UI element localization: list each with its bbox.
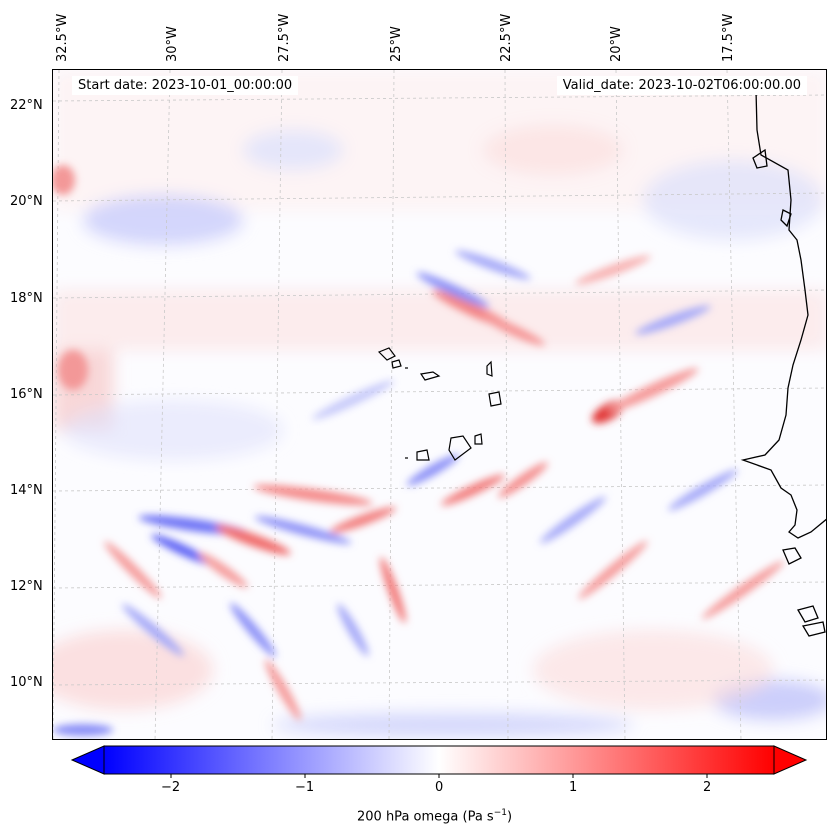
- lat-label: 18°N: [10, 291, 43, 306]
- lat-label: 22°N: [10, 98, 43, 113]
- lat-label: 10°N: [10, 675, 43, 690]
- colorbar-title: 200 hPa omega (Pa s−1): [357, 808, 512, 824]
- lat-label: 12°N: [10, 579, 43, 594]
- start-date: Start date: 2023-10-01_00:00:00: [72, 76, 299, 95]
- valid-date: Valid_date: 2023-10-02T06:00:00.00: [556, 76, 807, 95]
- colorbar-tick: 1: [569, 780, 578, 795]
- omega-map: [52, 69, 827, 740]
- colorbar-title-text: 200 hPa omega (Pa s: [357, 809, 494, 825]
- colorbar-tick: 0: [435, 780, 444, 795]
- lon-label: 22.5°W: [499, 13, 514, 62]
- lat-label: 20°N: [10, 194, 43, 209]
- cape-verde-islands: [377, 347, 502, 461]
- colorbar-gradient: [70, 745, 808, 778]
- colorbar-tick: −1: [295, 780, 315, 795]
- colorbar-tick: 2: [703, 780, 712, 795]
- colorbar-title-sup: −1: [493, 808, 507, 818]
- omega-field: [53, 70, 826, 739]
- lon-label: 30°W: [165, 26, 180, 62]
- coastline: [740, 89, 826, 637]
- lon-label: 32.5°W: [55, 13, 70, 62]
- lon-label: 20°W: [609, 26, 624, 62]
- lon-label: 25°W: [389, 26, 404, 62]
- lon-label: 27.5°W: [277, 13, 292, 62]
- field-streaks: [53, 165, 785, 736]
- lat-label: 14°N: [10, 483, 43, 498]
- colorbar-tick: −2: [161, 780, 181, 795]
- lat-label: 16°N: [10, 387, 43, 402]
- lon-label: 17.5°W: [721, 13, 736, 62]
- colorbar-title-end: ): [506, 809, 513, 825]
